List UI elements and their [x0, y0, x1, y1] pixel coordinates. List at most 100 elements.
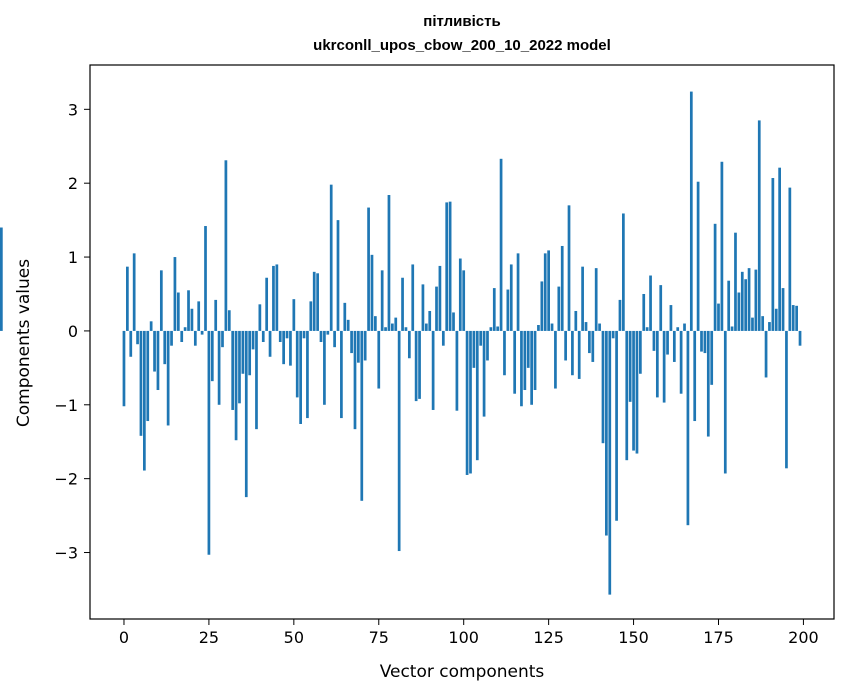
- bar: [153, 330, 156, 372]
- bar: [234, 330, 238, 441]
- bar: [241, 330, 245, 374]
- bar: [734, 232, 737, 331]
- bar: [224, 160, 228, 331]
- bar: [662, 330, 666, 403]
- bar: [533, 330, 537, 391]
- bar: [737, 292, 741, 331]
- bar: [588, 330, 591, 354]
- bar: [706, 330, 710, 437]
- bar: [139, 330, 143, 436]
- plot-frame: [89, 64, 835, 620]
- bar: [367, 207, 370, 331]
- bar: [214, 299, 218, 331]
- bar: [431, 330, 435, 410]
- bar: [387, 195, 391, 331]
- bar: [319, 330, 323, 342]
- bar: [601, 330, 605, 444]
- bar: [350, 330, 353, 354]
- bar: [652, 330, 656, 351]
- y-tick-label: 0: [68, 322, 78, 341]
- bar: [489, 327, 493, 331]
- bar: [204, 226, 207, 331]
- bar: [472, 330, 476, 368]
- bar: [757, 120, 761, 331]
- bar: [649, 275, 652, 331]
- bar: [506, 289, 510, 331]
- bar: [574, 310, 578, 331]
- bar: [448, 201, 452, 331]
- bar: [445, 202, 449, 331]
- bar: [156, 330, 160, 391]
- bar: [428, 310, 432, 331]
- bar: [421, 284, 425, 331]
- bar: [513, 330, 517, 394]
- bar: [710, 330, 714, 385]
- bar: [149, 321, 153, 331]
- bar: [591, 330, 595, 362]
- bar: [289, 330, 292, 366]
- bar: [740, 271, 744, 331]
- bar: [554, 330, 557, 389]
- bar: [628, 330, 632, 402]
- bar: [275, 264, 279, 331]
- bar: [754, 269, 758, 331]
- bar: [672, 330, 676, 362]
- bar: [567, 205, 571, 331]
- bar: [384, 327, 387, 331]
- bar: [645, 327, 649, 331]
- bar: [788, 187, 792, 331]
- bar: [594, 268, 598, 331]
- bar: [353, 330, 357, 430]
- y-axis-ticks: −3 −2 −1 0 1 2 3: [54, 100, 90, 563]
- bar: [360, 330, 364, 501]
- bar: [693, 330, 697, 422]
- bar: [696, 181, 700, 331]
- bar: [550, 323, 554, 331]
- bar-series: [0, 91, 802, 595]
- bar: [404, 327, 408, 331]
- bar: [217, 330, 221, 405]
- bar: [309, 301, 313, 331]
- bar: [248, 330, 252, 376]
- bar: [781, 288, 785, 331]
- bar: [285, 330, 289, 339]
- bar: [455, 330, 459, 411]
- bar: [703, 330, 707, 354]
- bar: [537, 325, 540, 331]
- bar: [608, 330, 612, 595]
- bar: [526, 330, 530, 368]
- bar: [543, 253, 547, 331]
- bar: [503, 330, 506, 376]
- bar: [475, 330, 479, 461]
- bar: [679, 330, 683, 394]
- bar: [323, 330, 326, 405]
- bar: [611, 330, 615, 339]
- bar: [312, 271, 316, 331]
- bar: [499, 158, 503, 331]
- y-tick-label: −1: [54, 396, 78, 415]
- bar: [407, 330, 411, 359]
- bar: [302, 330, 306, 339]
- bar: [261, 330, 265, 342]
- bar: [394, 317, 398, 331]
- bar: [207, 330, 211, 555]
- bar: [632, 330, 635, 451]
- bar: [180, 330, 184, 342]
- bar: [744, 279, 748, 331]
- bar: [282, 330, 285, 365]
- bar: [469, 330, 472, 474]
- y-tick-label: 2: [68, 174, 78, 193]
- bar: [482, 330, 486, 417]
- bar: [761, 316, 765, 331]
- bar: [391, 323, 394, 331]
- bar: [717, 303, 720, 331]
- bar: [136, 330, 139, 345]
- bar: [414, 330, 418, 402]
- bar: [764, 330, 768, 378]
- bar: [272, 265, 275, 331]
- bar: [723, 330, 727, 474]
- bar: [143, 330, 146, 471]
- x-tick-label: 200: [788, 628, 819, 647]
- bar: [509, 264, 513, 331]
